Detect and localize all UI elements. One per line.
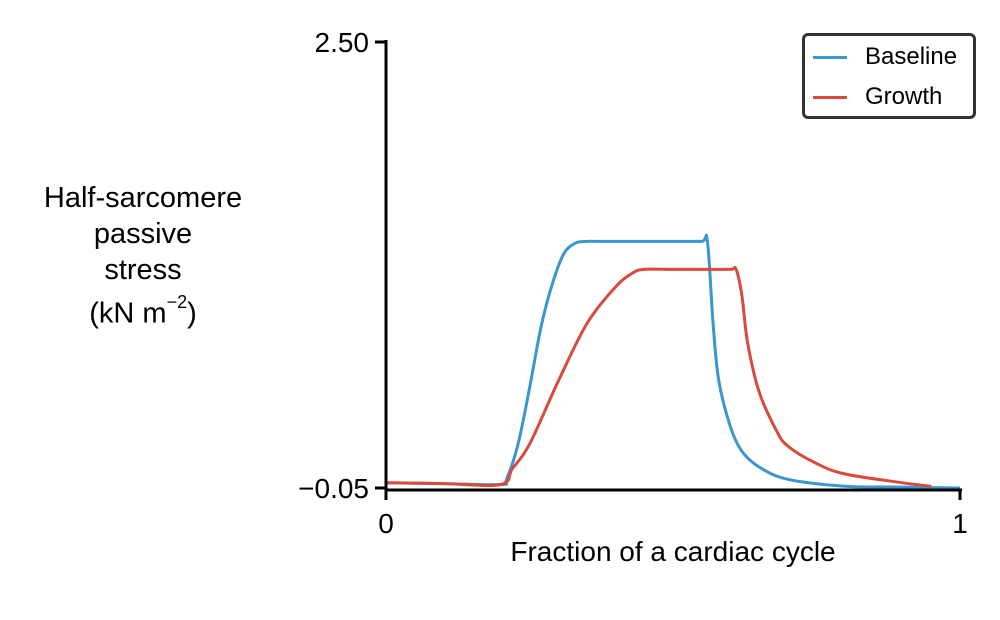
series-line-baseline	[385, 233, 961, 490]
y-axis-unit: (kN m−2)	[18, 288, 268, 332]
legend-item-growth: Growth	[813, 82, 942, 112]
y-unit-close: )	[187, 297, 197, 330]
y-tick-label: 2.50	[315, 27, 370, 58]
x-axis-label: Fraction of a cardiac cycle	[510, 536, 836, 567]
y-tick-label: −0.05	[298, 473, 369, 504]
legend-label-growth: Growth	[865, 83, 943, 110]
axis-ticks: −0.05 2.50 0 1	[298, 27, 968, 539]
legend-label-baseline: Baseline	[865, 43, 958, 70]
y-unit-exponent: −2	[166, 292, 188, 312]
legend-item-baseline: Baseline	[813, 42, 957, 72]
y-unit-base: (kN m	[89, 297, 167, 330]
x-tick-label: 0	[378, 508, 394, 539]
y-axis-label: Half-sarcomere passive stress (kN m−2)	[18, 180, 268, 332]
y-axis-label-line: stress	[104, 254, 182, 286]
y-axis-label-line: Half-sarcomere	[43, 182, 243, 214]
plot-area	[385, 233, 961, 490]
series-line-growth	[385, 265, 932, 488]
legend: Baseline Growth	[802, 33, 976, 119]
x-tick-label: 1	[952, 508, 968, 539]
legend-swatch-growth	[813, 95, 847, 99]
y-axis-label-line: passive	[93, 218, 193, 250]
legend-swatch-baseline	[813, 55, 847, 59]
